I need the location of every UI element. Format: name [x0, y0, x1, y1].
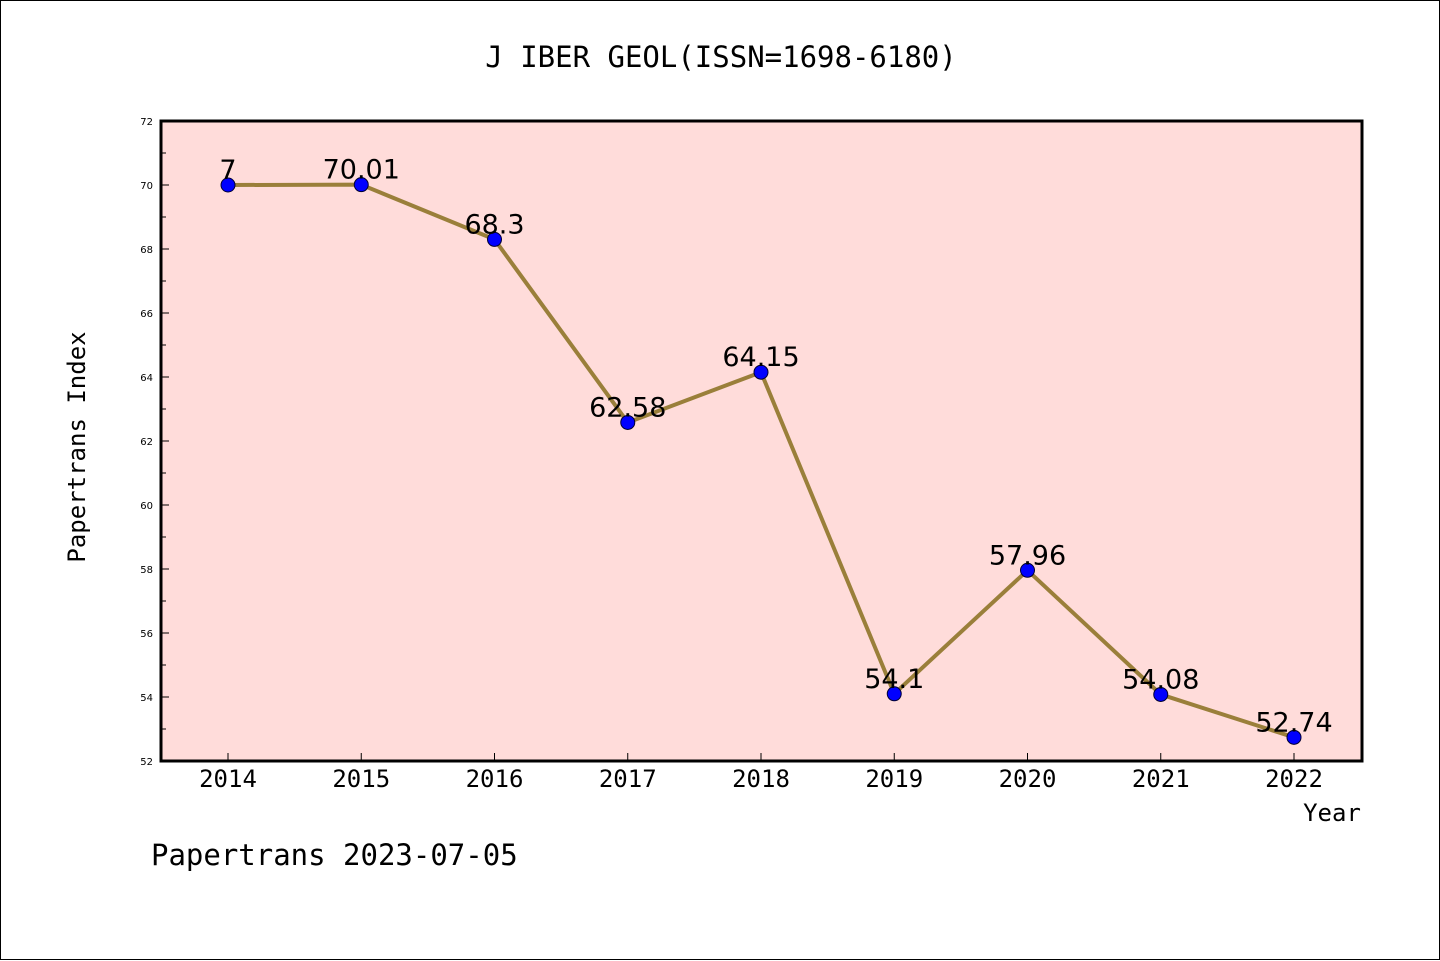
data-point-2022 [1286, 729, 1302, 745]
data-label-2020: 57.96 [989, 540, 1066, 571]
footer-date: Papertrans 2023-07-05 [151, 838, 518, 872]
data-label-2018: 64.15 [722, 342, 799, 373]
data-point-2018 [753, 364, 769, 380]
data-label-2017: 62.58 [589, 392, 666, 423]
x-tick-label-2019: 2019 [865, 765, 923, 793]
x-tick-label-2014: 2014 [199, 765, 257, 793]
plot-area [161, 121, 1362, 761]
x-tick-label-2017: 2017 [599, 765, 657, 793]
y-tick-label-64: 64 [140, 373, 153, 384]
x-tick-label-2022: 2022 [1265, 765, 1323, 793]
y-tick-label-56: 56 [140, 629, 153, 640]
plot-border [159, 119, 1364, 763]
data-label-2019: 54.1 [864, 664, 924, 695]
x-tick-label-2015: 2015 [332, 765, 390, 793]
x-tick-label-2020: 2020 [999, 765, 1057, 793]
y-tick-label-62: 62 [140, 437, 153, 448]
chart-title: J IBER GEOL(ISSN=1698-6180) [485, 40, 956, 74]
y-tick-label-58: 58 [140, 565, 153, 576]
data-point-2016 [487, 231, 502, 247]
y-tick-label-68: 68 [140, 245, 153, 256]
y-tick-label-70: 70 [140, 181, 153, 192]
x-tick-label-2021: 2021 [1132, 765, 1190, 793]
x-tick-label-2018: 2018 [732, 765, 790, 793]
data-label-2014: 7 [219, 155, 236, 186]
series-line [220, 177, 1302, 745]
y-tick-label-52: 52 [140, 757, 153, 768]
y-tick-label-72: 72 [140, 117, 153, 128]
data-label-2016: 68.3 [464, 209, 524, 240]
data-label-2015: 70.01 [323, 155, 400, 186]
y-tick-label-54: 54 [140, 693, 153, 704]
data-point-2015 [353, 177, 369, 193]
data-label-2021: 54.08 [1122, 664, 1199, 695]
y-tick-label-66: 66 [140, 309, 153, 320]
data-point-2017 [620, 414, 636, 430]
x-axis-ticks: 2014 2015 2016 2017 2018 2019 2020 2021 2022 [199, 753, 1323, 793]
data-point-2014 [220, 177, 236, 193]
data-point-2019 [886, 686, 902, 702]
data-point-2021 [1153, 686, 1169, 702]
data-labels: 7 70.01 68.3 62.58 64.15 54.1 57.96 54.08 52.74 [219, 155, 1332, 739]
x-tick-label-2016: 2016 [466, 765, 524, 793]
data-point-2020 [1020, 562, 1035, 578]
y-axis-label: Papertrans Index [63, 331, 91, 562]
data-label-2022: 52.74 [1255, 707, 1332, 738]
x-axis-label: Year [1303, 799, 1361, 827]
y-tick-label-60: 60 [140, 501, 153, 512]
